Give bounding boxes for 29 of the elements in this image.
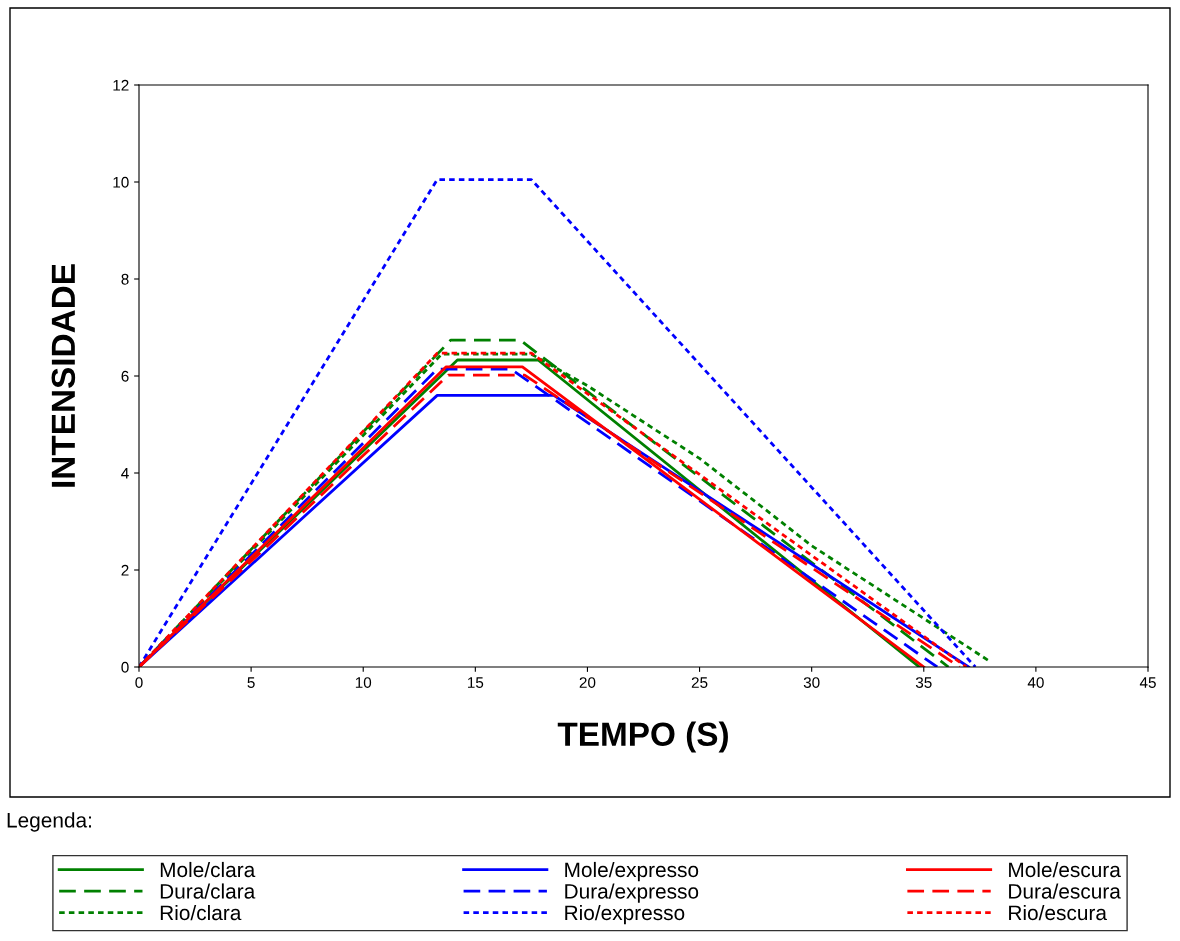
legend-label: Dura/clara: [160, 883, 256, 899]
legend-label: Rio/escura: [1009, 904, 1107, 921]
x-tick-label: 25: [691, 677, 708, 688]
legend-label: Dura/escura: [1009, 883, 1121, 899]
legend-label: Mole/expresso: [565, 861, 699, 882]
legend-label: Mole/escura: [1009, 861, 1121, 878]
x-tick-label: 5: [247, 677, 255, 688]
y-tick-label: 12: [113, 79, 129, 91]
x-tick-label: 15: [468, 677, 484, 688]
y-tick-label: 4: [121, 468, 129, 479]
y-tick-label: 6: [121, 370, 129, 382]
legend-label: Rio/clara: [160, 904, 242, 921]
x-tick-label: 45: [1139, 677, 1156, 688]
x-tick-label: 10: [355, 677, 372, 688]
legend-title: Legenda:: [7, 812, 91, 832]
x-tick-label: 35: [915, 677, 932, 688]
x-tick-label: 30: [803, 677, 820, 688]
y-tick-label: 10: [113, 176, 129, 188]
x-tick-label: 40: [1027, 677, 1044, 688]
legend-label: Dura/expresso: [565, 883, 699, 903]
y-tick-label: 2: [121, 564, 129, 576]
y-tick-label: 8: [121, 273, 129, 285]
legend-label: Mole/clara: [160, 861, 256, 878]
y-axis-title: INTENSIDADE: [51, 264, 76, 487]
x-tick-label: 20: [579, 677, 596, 688]
y-tick-label: 0: [121, 661, 129, 673]
x-tick-label: 0: [135, 677, 143, 688]
x-axis-title: TEMPO (S): [557, 721, 728, 753]
legend-label: Rio/expresso: [565, 904, 685, 925]
